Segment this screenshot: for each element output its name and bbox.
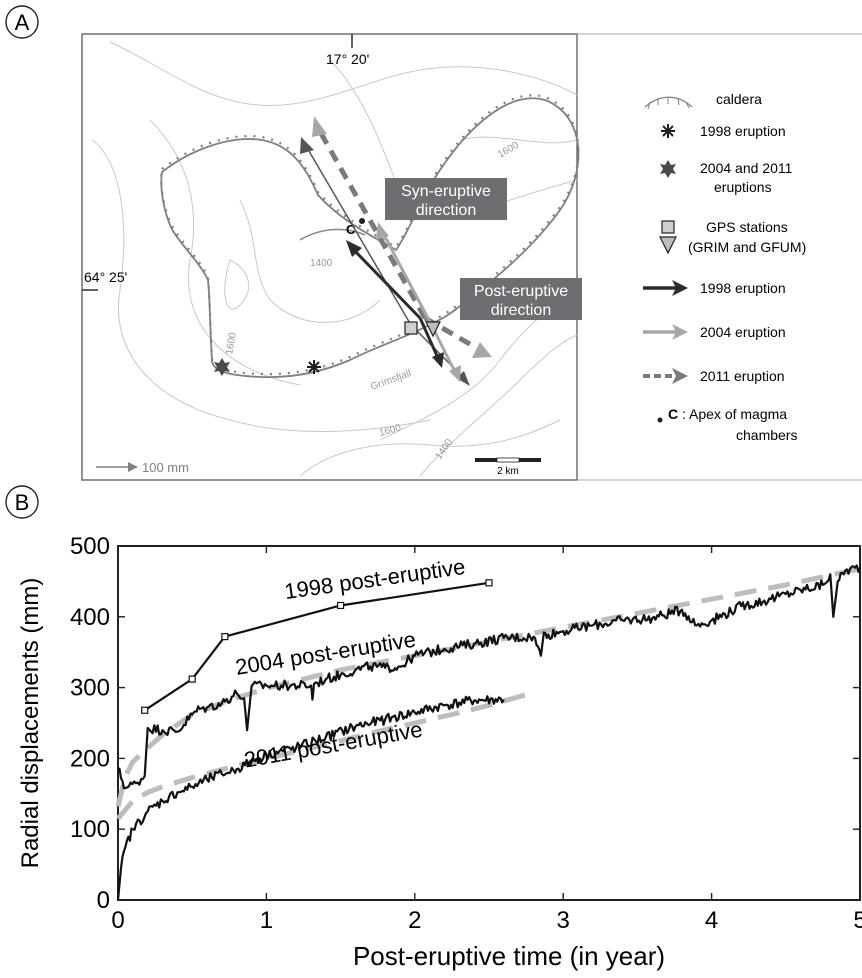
legend-2004-2011-label-1: 2004 and 2011 (700, 160, 793, 176)
lat-label: 64° 25' (84, 269, 127, 285)
y-axis-label: Radial displacements (mm) (17, 578, 44, 869)
legend-apex-key: C (668, 406, 678, 422)
syn-eruptive-label-2: direction (416, 202, 476, 219)
scale-arrow-head (128, 462, 138, 472)
series-line (116, 695, 505, 901)
legend-arrow-2011-label: 2011 eruption (700, 368, 785, 384)
legend-apex-label-2: chambers (736, 427, 797, 443)
caldera-outline (160, 97, 580, 379)
x-tick-label: 1 (260, 907, 273, 934)
legend-2004-2011-symbol (660, 160, 676, 178)
panel-b: B 0 1 2 3 4 5 0 100 200 300 400 500 Post-eruptive ti… (5, 485, 862, 971)
lon-label: 17° 20' (326, 51, 369, 67)
panel-b-letter: B (15, 490, 30, 515)
legend-caldera-symbol (644, 96, 693, 108)
legend-1998-eruption-symbol (661, 124, 675, 138)
legend-caldera-label: caldera (716, 91, 762, 107)
panel-b-letter-circle (5, 485, 39, 519)
apex-point (359, 218, 365, 224)
legend-apex-dot (657, 417, 663, 423)
scale-bar-segment (519, 458, 541, 462)
panel-a-letter: A (15, 10, 30, 35)
data-point (485, 579, 493, 587)
y-tick-label: 300 (70, 675, 110, 702)
series-label: 2011 post-eruptive (242, 717, 424, 773)
x-tick-label: 3 (557, 907, 570, 934)
y-tick-label: 200 (70, 745, 110, 772)
legend-gps-label-1: GPS stations (706, 219, 788, 235)
contour-label: 1600 (224, 331, 239, 355)
gps-station-grim (404, 321, 418, 335)
legend-2004-2011-label-2: eruptions (714, 179, 772, 195)
apex-label: C (346, 222, 356, 237)
gps-station-gfum (425, 321, 441, 338)
series-line (117, 564, 862, 790)
data-point (188, 675, 196, 683)
data-point (221, 633, 229, 641)
data-point (337, 601, 345, 610)
map-frame (81, 33, 578, 481)
legend-apex-text: C : Apex of magma (668, 406, 787, 422)
y-tick-label: 100 (70, 816, 110, 843)
data-point (141, 706, 149, 714)
x-tick-label: 4 (705, 907, 718, 934)
post-eruptive-label-1: Post-eruptive (474, 283, 568, 300)
fit-curve (116, 692, 527, 821)
y-tick-label: 500 (70, 533, 110, 560)
eruption-2004-2011-marker (214, 358, 230, 376)
contour-label: 1400 (310, 258, 333, 269)
syn-eruptive-label-1: Syn-eruptive (401, 183, 491, 200)
legend-gps-square (661, 220, 675, 234)
x-tick-label: 5 (853, 907, 862, 934)
map-legend: caldera 1998 eruption 2004 and 2011 erup… (643, 91, 806, 443)
eruption-1998-marker (307, 360, 321, 374)
plot-frame (117, 545, 861, 901)
legend-arrow-2004-label: 2004 eruption (700, 324, 786, 340)
panel-a-letter-circle (5, 5, 39, 39)
y-tick-label: 0 (97, 887, 110, 914)
legend-gps-label-2: (GRIM and GFUM) (688, 239, 806, 255)
x-tick-label: 2 (408, 907, 421, 934)
contour-lines (91, 41, 578, 477)
post-eruptive-label-2: direction (491, 302, 551, 319)
series-label: 1998 post-eruptive (283, 554, 467, 604)
post-eruptive-box (460, 278, 582, 320)
x-axis-label: Post-eruptive time (in year) (353, 941, 665, 971)
inner-caldera (299, 228, 366, 241)
panel-a: A 17° 20' 64° 25' 1400 1600 (5, 5, 862, 481)
displacement-plot: 0 1 2 3 4 5 0 100 200 300 400 500 Post-eruptive time… (17, 533, 862, 971)
legend-1998-eruption-label: 1998 eruption (700, 123, 786, 139)
legend-gps-triangle (659, 236, 677, 255)
x-tick-label: 0 (111, 907, 124, 934)
legend-arrow-1998-label: 1998 eruption (700, 280, 786, 296)
scale-bar-segment (496, 457, 520, 463)
legend-apex-label-1: : Apex of magma (678, 406, 787, 422)
syn-eruptive-box (385, 178, 507, 220)
scale-bar-label: 2 km (497, 466, 519, 477)
scale-arrow-label: 100 mm (142, 460, 189, 475)
y-tick-label: 400 (70, 604, 110, 631)
scale-bar-segment (475, 458, 497, 462)
